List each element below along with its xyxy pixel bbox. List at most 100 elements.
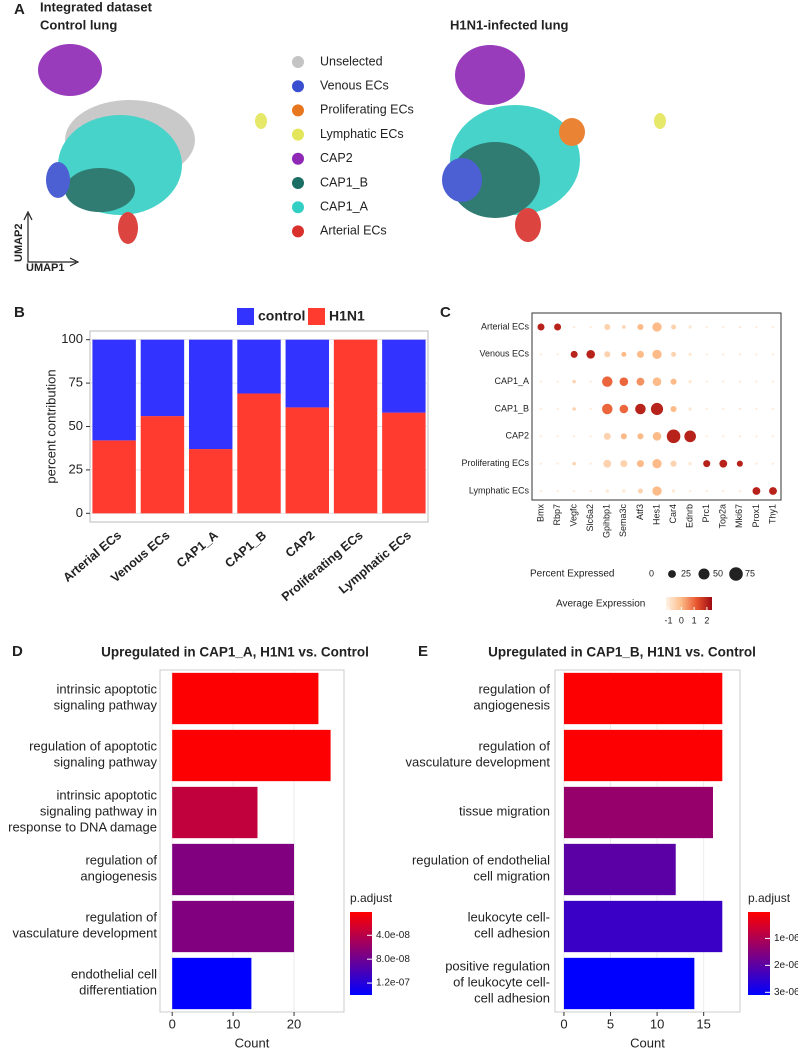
legend-swatch <box>292 152 304 165</box>
legend-label: CAP2 <box>320 151 353 165</box>
dot <box>688 407 692 411</box>
dot <box>570 350 578 358</box>
plot-frame <box>531 312 782 501</box>
chart-title: Upregulated in CAP1_A, H1N1 vs. Control <box>101 645 369 660</box>
category-line: vasculature development <box>12 926 157 941</box>
dot <box>573 489 576 493</box>
column-label: Rbp7 <box>552 504 562 526</box>
dot <box>539 462 543 465</box>
dot <box>670 378 677 385</box>
dot <box>554 323 562 331</box>
dot <box>604 351 611 358</box>
column-label: Ednrb <box>685 504 695 528</box>
bar-segment <box>140 339 185 417</box>
category-line: vasculature development <box>405 755 550 770</box>
dot <box>705 380 708 383</box>
color-legend-title: Average Expression <box>556 599 645 610</box>
category-label: regulation of endothelial cell migration <box>412 853 550 884</box>
column-label: Car4 <box>668 504 678 524</box>
dot <box>755 325 758 329</box>
category-line: differentiation <box>79 983 157 998</box>
dot <box>666 429 681 444</box>
legend-label: CAP1_A <box>320 199 369 213</box>
bar-segment <box>140 416 185 514</box>
color-legend-label: -1 <box>665 615 673 625</box>
dot <box>572 461 576 466</box>
category-line: angiogenesis <box>473 698 550 713</box>
dot <box>621 351 627 357</box>
panel-letter: B <box>14 304 25 321</box>
x-tick-label: CAP1_B <box>222 528 269 570</box>
dot <box>636 460 644 468</box>
dot <box>771 380 775 383</box>
dot <box>556 489 559 493</box>
legend-swatch <box>237 308 254 325</box>
category-line: intrinsic apoptotic <box>57 682 158 697</box>
category-label: intrinsic apoptotic signaling pathway in r… <box>8 788 157 835</box>
bar-segment <box>285 407 330 514</box>
panel-letter: C <box>440 304 451 321</box>
dot <box>622 325 626 329</box>
bar-segment <box>92 440 136 514</box>
dot <box>652 377 662 386</box>
dot <box>689 489 692 493</box>
dot <box>755 435 758 438</box>
row-label: CAP1_A <box>494 376 529 386</box>
color-legend-label: 2 <box>704 615 709 625</box>
colorbar-label: 1.2e-07 <box>376 978 410 989</box>
category-line: regulation of <box>478 682 550 697</box>
size-legend-label: 25 <box>681 568 691 578</box>
column-label: Top2a <box>718 504 728 529</box>
x-tick-label: 20 <box>287 1016 301 1031</box>
column-label: Atf3 <box>635 504 645 520</box>
column-label: Bmx <box>535 504 545 523</box>
bar <box>172 672 319 725</box>
category-line: signaling pathway <box>54 698 158 713</box>
y-axis-label: percent contribution <box>43 369 58 483</box>
x-axis-label: Count <box>235 1035 270 1050</box>
category-line: regulation of <box>478 739 550 754</box>
legend-swatch <box>292 128 304 141</box>
plot-frame <box>554 669 741 1013</box>
bar <box>172 786 258 839</box>
bar <box>172 900 295 953</box>
dot <box>769 487 777 495</box>
bar <box>563 672 723 725</box>
umap-title: Control lung <box>40 17 117 32</box>
dot <box>771 325 775 329</box>
dot <box>722 325 725 329</box>
row-label: Arterial ECs <box>481 321 530 331</box>
dot <box>755 353 758 356</box>
row-label: Proliferating ECs <box>461 458 529 468</box>
category-label: leukocyte cell-cell adhesion <box>468 910 550 941</box>
dot <box>573 435 576 438</box>
dot <box>722 489 725 493</box>
dot <box>671 324 677 330</box>
dot <box>688 461 692 466</box>
panel-title: Integrated dataset <box>40 0 153 14</box>
dot <box>556 407 559 411</box>
category-label: regulation of angiogenesis <box>473 682 550 713</box>
umap-h1n1 <box>442 45 666 242</box>
panel-letter: E <box>418 643 428 660</box>
dot <box>636 350 644 358</box>
bar <box>172 729 331 782</box>
colorbar-label: 4.0e-08 <box>376 930 410 941</box>
bar-segment <box>188 449 233 514</box>
dot <box>703 460 711 468</box>
y-tick-label: 0 <box>76 505 83 520</box>
dot <box>722 380 725 383</box>
category-line: cell adhesion <box>474 991 550 1006</box>
size-legend-dot <box>668 570 676 578</box>
legend-swatch <box>292 225 304 238</box>
chart-title: Upregulated in CAP1_B, H1N1 vs. Control <box>488 645 756 660</box>
x-axis-label: Count <box>630 1035 665 1050</box>
panel-letter: D <box>12 643 23 660</box>
category-line: of leukocyte cell- <box>453 975 550 990</box>
size-legend-label: 0 <box>649 568 654 578</box>
y-tick-label: 100 <box>61 331 83 346</box>
dot <box>602 403 613 415</box>
legend-label: H1N1 <box>329 308 365 324</box>
legend-label: Venous ECs <box>320 78 389 92</box>
column-label: Slc6a2 <box>585 504 595 532</box>
